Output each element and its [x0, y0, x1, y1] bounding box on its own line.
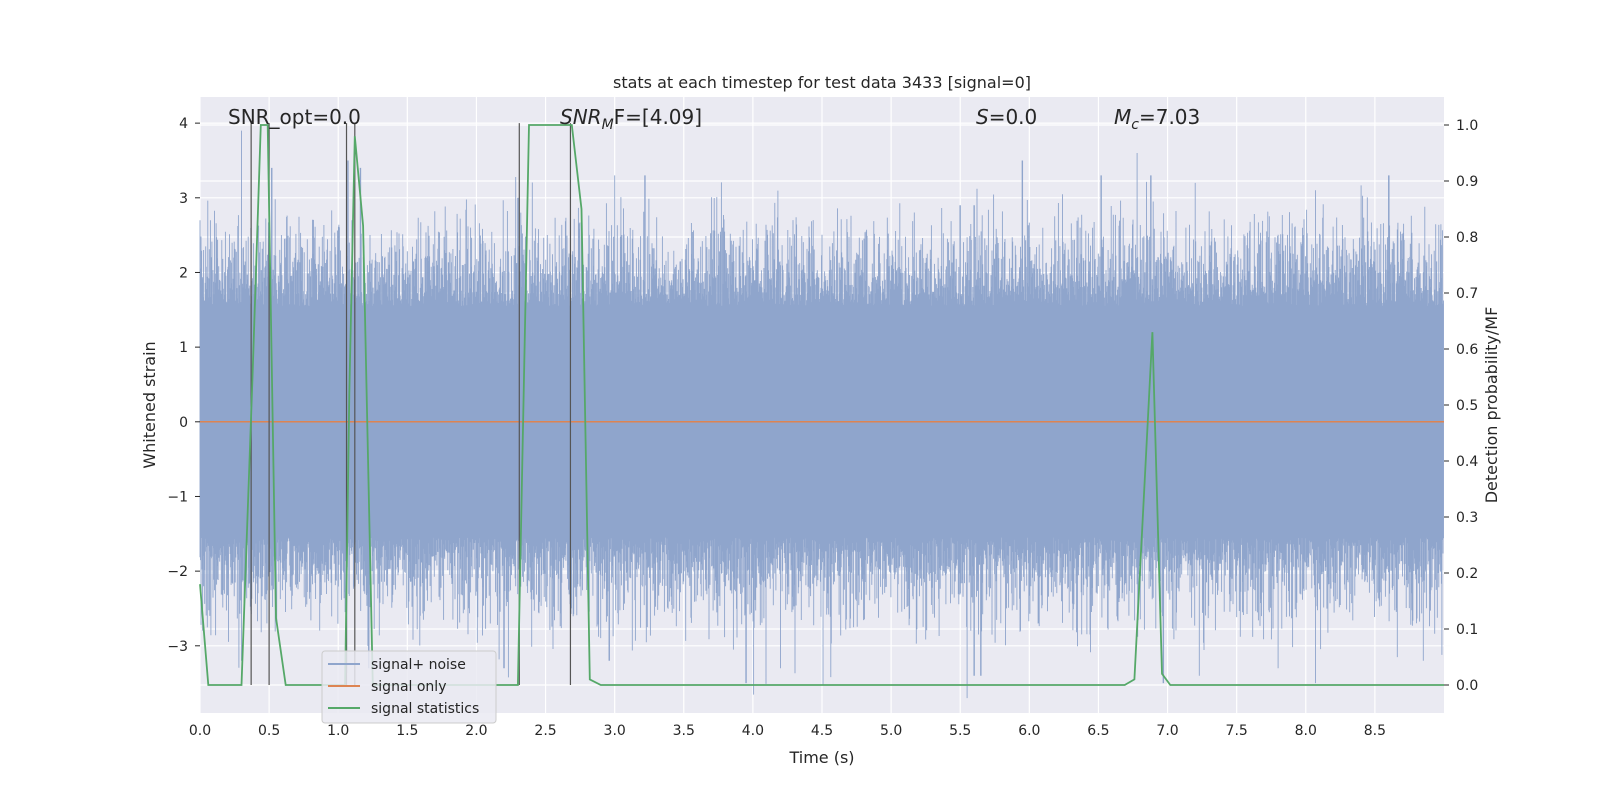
legend-label-signal-only: signal only [371, 679, 446, 695]
x-tick-label: 2.0 [465, 723, 487, 739]
x-tick-label: 4.5 [811, 723, 833, 739]
y-axis-label: Whitened strain [140, 341, 159, 468]
x-axis-label: Time (s) [788, 748, 854, 767]
x-tick-label: 4.0 [742, 723, 764, 739]
y2-axis-label: Detection probability/MF [1482, 307, 1501, 504]
signal-noise-line [199, 130, 1444, 699]
y2-tick-label: 0.6 [1456, 342, 1478, 358]
annotation-s-rest: =0.0 [989, 105, 1038, 129]
annotation-mc-rest: =7.03 [1139, 105, 1200, 129]
y-axis-ticks: 4 3 2 1 0 −1 −2 −3 [167, 116, 200, 655]
annotation-s: S=0.0 [976, 105, 1037, 129]
y2-tick-label: 0.8 [1456, 230, 1478, 246]
y2-tick-label: 0.3 [1456, 510, 1478, 526]
x-tick-label: 1.5 [396, 723, 418, 739]
x-tick-label: 2.5 [534, 723, 556, 739]
y2-tick-label: 0.7 [1456, 286, 1478, 302]
x-tick-label: 1.0 [327, 723, 349, 739]
x-tick-label: 7.0 [1156, 723, 1178, 739]
annotation-mc-sub: c [1131, 117, 1139, 133]
x-tick-label: 6.5 [1087, 723, 1109, 739]
annotation-snr-mf-main: SNR [560, 105, 602, 129]
annotation-snr-mf-sub: M [602, 117, 614, 133]
y-tick-label: 2 [179, 265, 188, 281]
legend-label-signal-statistics: signal statistics [371, 701, 479, 717]
y2-axis-ticks: 1.0 0.9 0.8 0.7 0.6 0.5 0.4 0.3 0.2 0.1 0.0 [1444, 118, 1478, 694]
y-tick-label: −2 [167, 564, 188, 580]
y-tick-label: 1 [179, 340, 188, 356]
annotation-mc: Mc=7.03 [1114, 105, 1200, 133]
y2-tick-label: 0.9 [1456, 174, 1478, 190]
y-tick-label: 3 [179, 191, 188, 207]
x-tick-label: 0.5 [258, 723, 280, 739]
y-tick-label: −3 [167, 639, 188, 655]
x-tick-label: 3.0 [604, 723, 626, 739]
x-axis-ticks: 0.0 0.5 1.0 1.5 2.0 2.5 3.0 3.5 4.0 4.5 5.0 5.5 6.0 6… [189, 723, 1386, 739]
x-tick-label: 8.0 [1295, 723, 1317, 739]
y2-tick-label: 0.0 [1456, 678, 1478, 694]
signal-statistics-line [199, 124, 1444, 686]
y-tick-label: 4 [179, 116, 188, 132]
legend: signal+ noise signal only signal statist… [321, 650, 497, 724]
y-tick-label: 0 [179, 415, 188, 431]
annotation-snr-opt: SNR_opt=0.0 [228, 105, 361, 129]
y-tick-label: −1 [167, 489, 188, 505]
x-tick-label: 8.5 [1364, 723, 1386, 739]
series-signal-statistics [199, 124, 1444, 686]
y2-tick-label: 0.5 [1456, 398, 1478, 414]
x-tick-label: 5.5 [949, 723, 971, 739]
x-tick-label: 3.5 [673, 723, 695, 739]
y2-tick-label: 0.2 [1456, 566, 1478, 582]
legend-box [321, 650, 497, 724]
annotation-s-sym: S [976, 105, 989, 129]
series-signal-noise [199, 130, 1444, 699]
x-tick-label: 5.0 [880, 723, 902, 739]
annotation-snr-mf-rest: F=[4.09] [614, 105, 702, 129]
annotation-snr-mf: SNRMF=[4.09] [560, 105, 702, 133]
legend-label-signal-noise: signal+ noise [371, 657, 466, 673]
y2-tick-label: 0.4 [1456, 454, 1478, 470]
chart-title: stats at each timestep for test data 343… [613, 73, 1031, 92]
x-tick-label: 0.0 [189, 723, 211, 739]
y2-tick-label: 1.0 [1456, 118, 1478, 134]
y2-tick-label: 0.1 [1456, 622, 1478, 638]
x-tick-label: 7.5 [1226, 723, 1248, 739]
x-tick-label: 6.0 [1018, 723, 1040, 739]
annotation-mc-sym: M [1114, 105, 1131, 129]
